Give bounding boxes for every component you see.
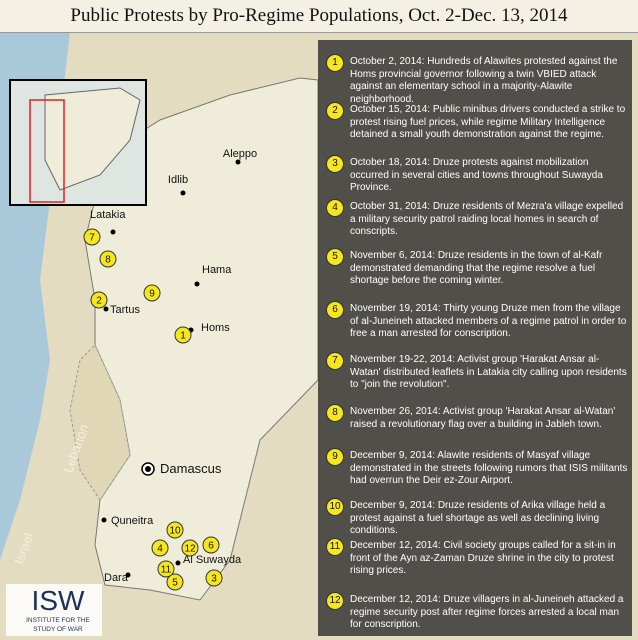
event-text: December 9, 2014: Druze residents of Ari… — [350, 500, 606, 536]
event-number: 8 — [326, 404, 344, 422]
event-text: December 12, 2014: Druze villagers in al… — [350, 594, 624, 630]
event-text: December 12, 2014: Civil society groups … — [350, 540, 616, 576]
city-label: Homs — [201, 322, 230, 334]
event-marker — [166, 573, 184, 591]
event-marker — [166, 521, 184, 539]
city-label: Idlib — [168, 174, 188, 186]
event-number: 2 — [326, 102, 344, 120]
event-text: October 15, 2014: Public minibus drivers… — [350, 104, 626, 140]
city-dot — [103, 306, 109, 312]
city-dot — [194, 281, 200, 287]
event-text: November 26, 2014: Activist group 'Harak… — [350, 406, 616, 430]
logo-acronym: ISW — [32, 585, 85, 616]
city-label: Hama — [202, 264, 232, 276]
event-marker-number: 4 — [157, 544, 163, 555]
event-marker-number: 6 — [208, 541, 214, 552]
event-text: November 19, 2014: Thirty young Druze me… — [350, 303, 627, 339]
logo-line: INSTITUTE FOR THE — [26, 617, 90, 624]
event-number: 12 — [326, 592, 344, 610]
event-marker — [90, 291, 108, 309]
title: Public Protests by Pro-Regime Population… — [0, 0, 638, 33]
event-number: 3 — [326, 155, 344, 173]
city-dot — [101, 517, 107, 523]
event-marker — [143, 284, 161, 302]
event-marker — [202, 536, 220, 554]
logo-line: STUDY OF WAR — [33, 626, 83, 633]
logo: ISW INSTITUTE FOR THE STUDY OF WAR — [6, 584, 102, 636]
city-dot — [235, 159, 241, 165]
event-marker — [205, 569, 223, 587]
city-dot — [110, 229, 116, 235]
event-marker — [181, 539, 199, 557]
event-marker — [157, 560, 175, 578]
event-marker-number: 8 — [105, 255, 111, 266]
event-text: November 19-22, 2014: Activist group 'Ha… — [350, 354, 627, 390]
logo-bg — [6, 584, 102, 636]
city-label: Dara — [104, 572, 129, 584]
event-text: October 18, 2014: Druze protests against… — [350, 157, 603, 193]
event-marker-number: 12 — [184, 544, 196, 555]
inset-frame — [29, 99, 65, 203]
event-marker-number: 5 — [172, 578, 178, 589]
event-marker-number: 1 — [180, 331, 186, 342]
event-number: 4 — [326, 199, 344, 217]
city-label: Aleppo — [223, 148, 257, 160]
event-text: December 9, 2014: Alawite residents of M… — [350, 450, 628, 486]
event-text: November 6, 2014: Druze residents in the… — [350, 250, 603, 286]
city-dot — [175, 560, 181, 566]
event-text: October 2, 2014: Hundreds of Alawites pr… — [350, 56, 618, 105]
city-label: Damascus — [160, 461, 222, 476]
event-number: 1 — [326, 54, 344, 72]
event-number: 6 — [326, 301, 344, 319]
inset-syria — [44, 87, 141, 191]
city-dot — [180, 190, 186, 196]
lebanon-area — [69, 344, 131, 501]
event-marker — [83, 228, 101, 246]
event-number: 5 — [326, 248, 344, 266]
event-marker-number: 3 — [211, 574, 217, 585]
event-number: 9 — [326, 448, 344, 466]
city-label: Latakia — [90, 209, 126, 221]
city-dot — [145, 466, 151, 472]
event-number: 11 — [326, 538, 344, 556]
city-dot — [125, 572, 131, 578]
event-marker-number: 9 — [149, 289, 155, 300]
event-marker-number: 7 — [89, 233, 95, 244]
event-marker-number: 2 — [96, 296, 102, 307]
event-text: October 31, 2014: Druze residents of Mez… — [350, 201, 624, 237]
event-marker-number: 10 — [169, 526, 181, 537]
event-number: 7 — [326, 352, 344, 370]
city-label: Al Suwayda — [183, 554, 242, 566]
event-marker — [151, 539, 169, 557]
event-number: 10 — [326, 498, 344, 516]
city-label: Tartus — [110, 304, 140, 316]
event-marker — [99, 250, 117, 268]
event-marker-number: 11 — [161, 565, 172, 576]
event-list: 1 October 2, 2014: Hundreds of Alawites p… — [318, 40, 632, 636]
event-marker — [174, 326, 192, 344]
city-label: Quneitra — [111, 515, 154, 527]
